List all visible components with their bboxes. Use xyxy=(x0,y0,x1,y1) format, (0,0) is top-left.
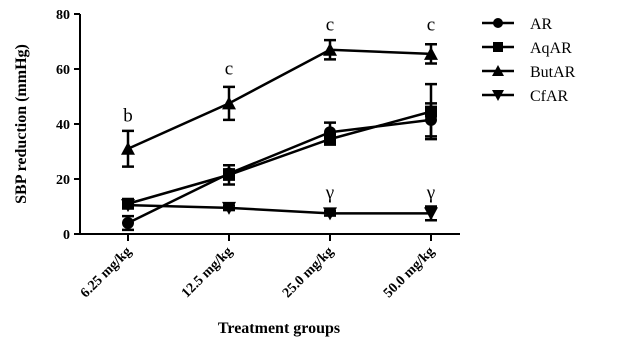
chart-annotations: b c c c γ γ xyxy=(123,15,435,204)
x-tick-label: 25.0 mg/kg xyxy=(280,244,337,301)
legend-item-ar: AR xyxy=(482,16,553,33)
y-tick-label: 20 xyxy=(56,173,70,188)
data-point xyxy=(222,96,236,110)
legend-marker xyxy=(492,65,504,76)
data-point xyxy=(121,199,135,213)
legend-item-aqar: AqAR xyxy=(482,40,572,57)
data-point xyxy=(425,105,437,118)
data-point xyxy=(222,201,236,215)
x-tick-label: 50.0 mg/kg xyxy=(381,244,438,301)
data-point xyxy=(424,46,438,60)
series-cfar xyxy=(121,199,438,222)
data-point xyxy=(122,217,134,229)
x-axis-title: Treatment groups xyxy=(218,320,340,337)
data-point xyxy=(324,133,336,146)
data-point xyxy=(424,207,438,221)
data-point xyxy=(323,42,337,56)
y-tick-label: 40 xyxy=(56,118,70,133)
x-tick-label: 6.25 mg/kg xyxy=(78,244,135,301)
y-tick-label: 60 xyxy=(56,63,70,78)
legend-marker xyxy=(493,42,503,52)
legend-item-cfar: CfAR xyxy=(482,88,569,105)
legend-label: CfAR xyxy=(530,88,569,105)
data-point xyxy=(121,141,135,155)
data-point xyxy=(323,207,337,221)
series-aqar xyxy=(122,82,437,210)
significance-label: γ xyxy=(426,182,435,203)
legend-label: AR xyxy=(530,16,553,33)
y-tick-label: 0 xyxy=(63,228,70,243)
significance-label: c xyxy=(326,15,334,36)
series-line xyxy=(127,48,432,150)
legend-marker xyxy=(493,18,503,28)
significance-label: c xyxy=(225,59,233,80)
data-point xyxy=(223,168,235,181)
legend-marker xyxy=(492,90,504,101)
y-axis-title: SBP reduction (mmHg) xyxy=(13,44,30,204)
chart-series xyxy=(121,38,438,232)
significance-label: γ xyxy=(325,182,334,203)
significance-label: b xyxy=(123,105,133,126)
x-tick-label: 12.5 mg/kg xyxy=(179,244,236,301)
chart-legend: AR AqAR ButAR CfAR xyxy=(482,16,576,105)
y-tick-label: 80 xyxy=(56,8,70,23)
series-line xyxy=(127,110,432,205)
significance-label: c xyxy=(427,15,435,36)
legend-label: AqAR xyxy=(530,40,572,57)
series-butar xyxy=(121,38,438,168)
legend-item-butar: ButAR xyxy=(482,64,576,81)
legend-label: ButAR xyxy=(530,64,576,81)
series-line xyxy=(127,203,431,215)
